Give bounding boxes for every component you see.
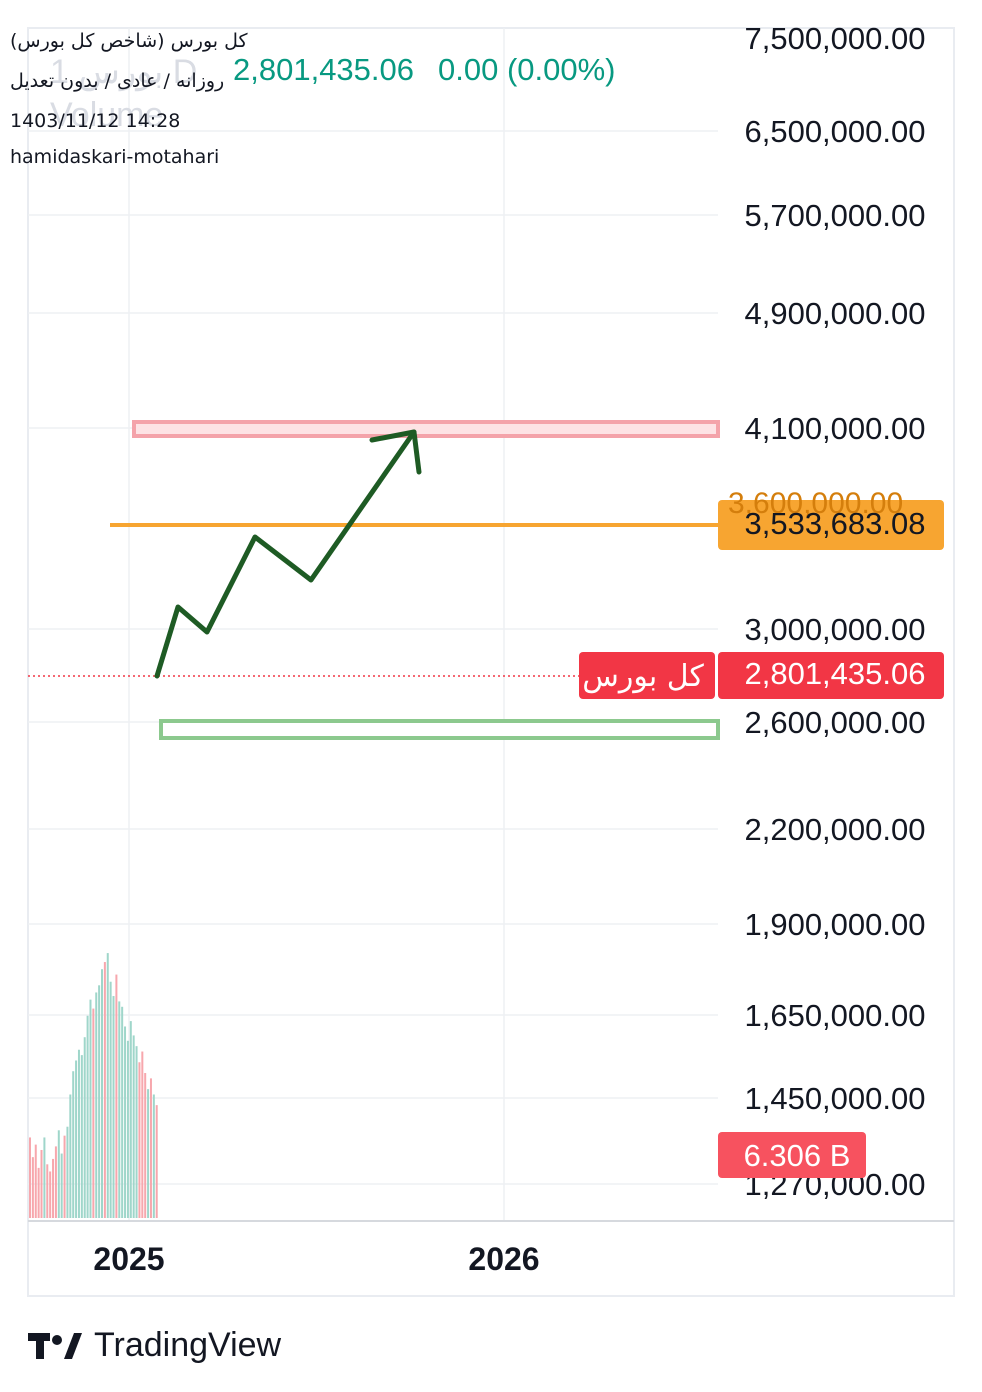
datetime: 1403/11/12 14:28 [10, 110, 181, 132]
price-axis-label: 2,600,000.00 [744, 705, 925, 740]
volume-bar [75, 1060, 78, 1218]
price-axis-label: 7,500,000.00 [744, 21, 925, 56]
last-price-tag[interactable]: کل بورس 2,801,435.06 [579, 652, 944, 699]
price-axis: 7,500,000.00 6,500,000.00 5,700,000.00 4,90… [744, 21, 925, 1202]
last-price-symbol: کل بورس [582, 659, 704, 694]
volume-bar [29, 1137, 31, 1218]
volume-bar [57, 1130, 60, 1218]
watermark-symbol: 1 بورس D [50, 53, 198, 91]
chart-settings: روزانه / عادی / بدون تعدیل [10, 70, 225, 92]
volume-bar [141, 1051, 144, 1218]
volume-bar [46, 1164, 49, 1218]
volume-bar [89, 999, 92, 1218]
volume-bar [83, 1037, 86, 1218]
volume-bar [121, 1006, 124, 1218]
price-axis-label: 1,450,000.00 [744, 1081, 925, 1116]
header-change: 0.00 (0.00%) [438, 52, 616, 87]
volume-bar [152, 1094, 155, 1218]
volume-tag[interactable]: 6.306 B [718, 1132, 866, 1178]
volume-bar [40, 1149, 43, 1218]
volume-bar [60, 1153, 63, 1218]
volume-bar [54, 1146, 57, 1218]
price-axis-label: 2,200,000.00 [744, 812, 925, 847]
volume-bar [80, 1055, 83, 1218]
volume-bar [129, 1021, 132, 1218]
volume-bar [106, 953, 109, 1218]
support-zone[interactable] [159, 719, 720, 740]
volume-bar [101, 969, 103, 1218]
author: hamidaskari-motahari [10, 146, 220, 168]
volume-histogram [29, 953, 158, 1218]
volume-bar [37, 1167, 40, 1218]
svg-text:3,600,000.00: 3,600,000.00 [728, 487, 903, 520]
volume-bar [49, 1171, 52, 1218]
volume-bar [115, 974, 118, 1218]
volume-bar [86, 1015, 89, 1218]
time-axis-label: 2025 [93, 1241, 164, 1277]
last-price-value: 2,801,435.06 [744, 656, 925, 691]
volume-bar [66, 1126, 69, 1218]
symbol-title[interactable]: کل بورس (شاخص کل بورس) [10, 30, 248, 52]
orange-level-value: 3,533,683.08 [744, 506, 925, 541]
volume-bar [118, 1001, 121, 1218]
volume-bar [149, 1078, 152, 1218]
price-axis-label: 3,000,000.00 [744, 612, 925, 647]
volume-bar [52, 1158, 55, 1218]
volume-bar [109, 981, 112, 1218]
price-axis-label: 6,500,000.00 [744, 114, 925, 149]
volume-bar [135, 1046, 138, 1218]
price-axis-label: 1,900,000.00 [744, 907, 925, 942]
volume-bar [92, 1008, 95, 1218]
volume-bar [155, 1105, 158, 1218]
volume-bar [95, 992, 98, 1218]
volume-bar [63, 1135, 66, 1218]
tradingview-logo[interactable]: TradingView [28, 1326, 281, 1365]
volume-bar [112, 996, 115, 1218]
price-axis-label: 1,650,000.00 [744, 998, 925, 1033]
projection-arrowhead [369, 429, 422, 475]
volume-bar [98, 985, 101, 1218]
chart-frame [27, 27, 955, 1297]
volume-bar [132, 1035, 135, 1218]
volume-bar [124, 1026, 127, 1218]
footer-brand: TradingView [94, 1326, 282, 1364]
watermark-volume: Volume [50, 96, 164, 134]
tradingview-logo-icon [28, 1332, 82, 1359]
volume-value: 6.306 B [744, 1138, 851, 1173]
volume-bar [31, 1157, 34, 1218]
volume-bar [147, 1089, 150, 1218]
volume-bar [34, 1144, 37, 1218]
volume-bar [69, 1094, 72, 1218]
volume-bar [126, 1040, 129, 1218]
price-axis-label: 4,900,000.00 [744, 296, 925, 331]
price-axis-label: 5,700,000.00 [744, 198, 925, 233]
volume-bar [43, 1137, 46, 1218]
volume-bar [103, 962, 106, 1218]
projection-path [154, 429, 417, 679]
volume-bar [72, 1071, 75, 1218]
time-axis: 2025 2026 [93, 1241, 539, 1277]
volume-bar [144, 1073, 147, 1218]
projection-arrow[interactable] [154, 429, 422, 679]
orange-level-tag[interactable]: 3,600,000.00 3,533,683.08 [718, 487, 944, 550]
time-axis-label: 2026 [468, 1241, 539, 1277]
header-price: 2,801,435.06 [233, 52, 415, 87]
resistance-zone[interactable] [132, 420, 720, 438]
price-axis-label: 4,100,000.00 [744, 411, 925, 446]
volume-bar [77, 1049, 80, 1218]
volume-bar [138, 1062, 141, 1218]
